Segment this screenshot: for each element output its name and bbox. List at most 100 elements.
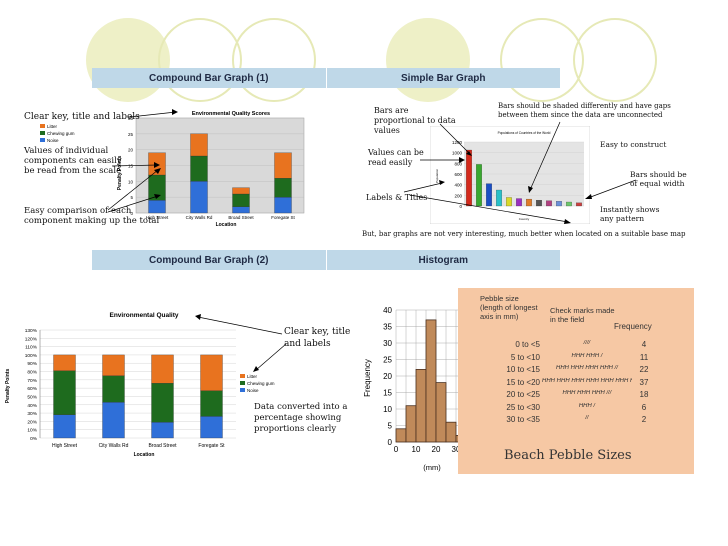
simple-bar-chart: Populations of Countries of the World Po…: [430, 126, 590, 224]
chart2-xlabel: Location: [134, 452, 155, 458]
chart3-bar: [526, 198, 532, 207]
header-compound-1: Compound Bar Graph (1): [149, 72, 269, 84]
chart4-xtick: 10: [412, 445, 421, 454]
chart3-bar: [546, 200, 552, 207]
compound-bar-chart-1: Environmental Quality Scores Penalty Poi…: [36, 108, 316, 232]
note-easy-comparison: Easy comparison of each component making…: [24, 206, 160, 226]
note-easy-construct: Easy to construct: [600, 140, 667, 149]
legend-chewing-gum: Chewing gum: [47, 131, 75, 136]
chart2-legend: Litter Chewing gum Noise: [240, 374, 275, 393]
legend-noise: Noise: [247, 388, 259, 393]
header-histogram: Histogram: [418, 254, 468, 266]
chart1-ytick: 10: [128, 179, 134, 184]
chart3-bar: [496, 189, 502, 207]
chart3-bar: [486, 183, 492, 207]
chart4-ytick: 0: [388, 438, 393, 447]
tally-header-frequency: Frequency: [614, 322, 652, 331]
chart1-category: High Street: [146, 215, 169, 220]
header-row-1: Compound Bar Graph (1) Simple Bar Graph: [92, 68, 560, 88]
tally-size: 5 to <10: [510, 352, 540, 362]
chart2-ytick: 60%: [27, 386, 37, 392]
legend-noise: Noise: [47, 138, 59, 143]
chart4-bar: [395, 428, 407, 443]
chart2-ytick: 40%: [27, 403, 37, 409]
tally-size: 0 to <5: [515, 340, 540, 349]
header-row-2: Compound Bar Graph (2) Histogram: [92, 250, 560, 270]
chart2-bar-litter: [102, 354, 125, 376]
chart1-bar-litter: [232, 187, 250, 195]
chart2-ylabel: Penalty Points: [5, 369, 11, 404]
tally-frequency: 37: [639, 377, 649, 387]
legend-swatch-gum: [40, 131, 45, 135]
chart4-ytick: 40: [383, 306, 392, 315]
chart2-bar-litter: [200, 354, 223, 391]
tally-marks: HHH HHH HHH ///: [562, 390, 612, 396]
note-values-individual: Values of individual components can easi…: [24, 146, 122, 176]
tally-frequency: 18: [639, 390, 649, 399]
chart3-ytick: 200: [454, 193, 462, 198]
chart3-bar: [576, 202, 582, 207]
chart3-bar: [566, 201, 572, 207]
tally-frequency: 11: [639, 352, 649, 362]
chart1-bar-litter: [190, 133, 208, 157]
tally-card: Pebble size (length of longest axis in m…: [458, 288, 694, 474]
tally-frequency: 6: [641, 402, 647, 412]
chart3-ytick: 600: [454, 172, 462, 177]
chart1-bar-litter: [274, 152, 292, 179]
chart3-bar: [506, 197, 512, 207]
tally-size: 20 to <25: [506, 390, 540, 399]
deco-circle: [386, 18, 470, 102]
chart3-title: Populations of Countries of the World: [498, 131, 551, 135]
chart2-ytick: 110%: [25, 345, 38, 351]
chart1-category: Foregate St: [271, 215, 295, 220]
chart1-ytick: 25: [128, 132, 134, 137]
chart2-ytick: 120%: [25, 336, 38, 342]
chart1-ytick: 30: [128, 116, 134, 121]
tally-header-size: Pebble size (length of longest axis in m…: [480, 294, 538, 321]
chart3-xlabel: Country: [519, 217, 530, 221]
note-instantly-shows: Instantly shows any pattern: [600, 205, 660, 223]
note-clear-key-2: Clear key, title and labels: [284, 327, 351, 349]
chart2-bar-litter: [151, 354, 174, 384]
chart2-ytick: 100%: [25, 353, 38, 359]
legend-swatch-litter: [240, 374, 245, 378]
chart1-ytick: 5: [130, 195, 133, 200]
histogram-caption: Beach Pebble Sizes: [504, 448, 632, 463]
chart2-ytick: 90%: [27, 361, 37, 367]
chart2-category: Broad Street: [148, 443, 177, 449]
chart4-bar: [425, 319, 437, 443]
tally-size: 30 to <35: [506, 415, 540, 424]
chart1-ytick: 20: [128, 148, 134, 153]
tally-marks: HHH HHH HHH HHH //: [556, 365, 618, 371]
chart1-ylabel: Penalty Points: [117, 156, 123, 191]
chart2-ytick: 10%: [27, 428, 37, 434]
chart1-category: Broad Street: [228, 215, 254, 220]
tally-header-marks: Check marks made in the field: [550, 306, 615, 324]
note-bars-shaded: Bars should be shaded differently and ha…: [498, 102, 671, 119]
legend-litter: Litter: [247, 374, 258, 379]
chart2-ytick: 80%: [27, 370, 37, 376]
tally-marks: HHH HHH /: [571, 352, 603, 359]
chart3-ytick: 1000: [452, 151, 463, 156]
tally-size: 15 to <20: [506, 377, 540, 387]
note-labels-titles: Labels & Titles: [366, 193, 428, 202]
chart4-xtick: 20: [432, 445, 441, 454]
histogram-chart: Frequency (mm) 0 5 10 15 20 25 30 35 40 0 10 20 30: [358, 290, 470, 476]
chart3-ytick: 1200: [452, 140, 463, 145]
legend-litter: Litter: [47, 124, 58, 129]
tally-marks: HHH HHH HHH HHH HHH HHH HHH //: [542, 377, 632, 384]
tally-frequency: 2: [641, 415, 647, 424]
chart3-bar: [516, 198, 522, 207]
deco-circle: [232, 18, 316, 102]
chart3-bar: [466, 149, 472, 207]
chart4-bar: [415, 369, 427, 443]
chart4-ytick: 35: [383, 323, 392, 332]
tally-marks: //: [585, 415, 589, 421]
tally-size: 25 to <30: [506, 402, 540, 412]
legend-swatch-noise: [240, 388, 245, 392]
tally-marks: HHH /: [578, 402, 596, 409]
compound-bar-chart-2: Environmental Quality Penalty Points Loc…: [5, 312, 275, 458]
deco-circle: [86, 18, 170, 102]
